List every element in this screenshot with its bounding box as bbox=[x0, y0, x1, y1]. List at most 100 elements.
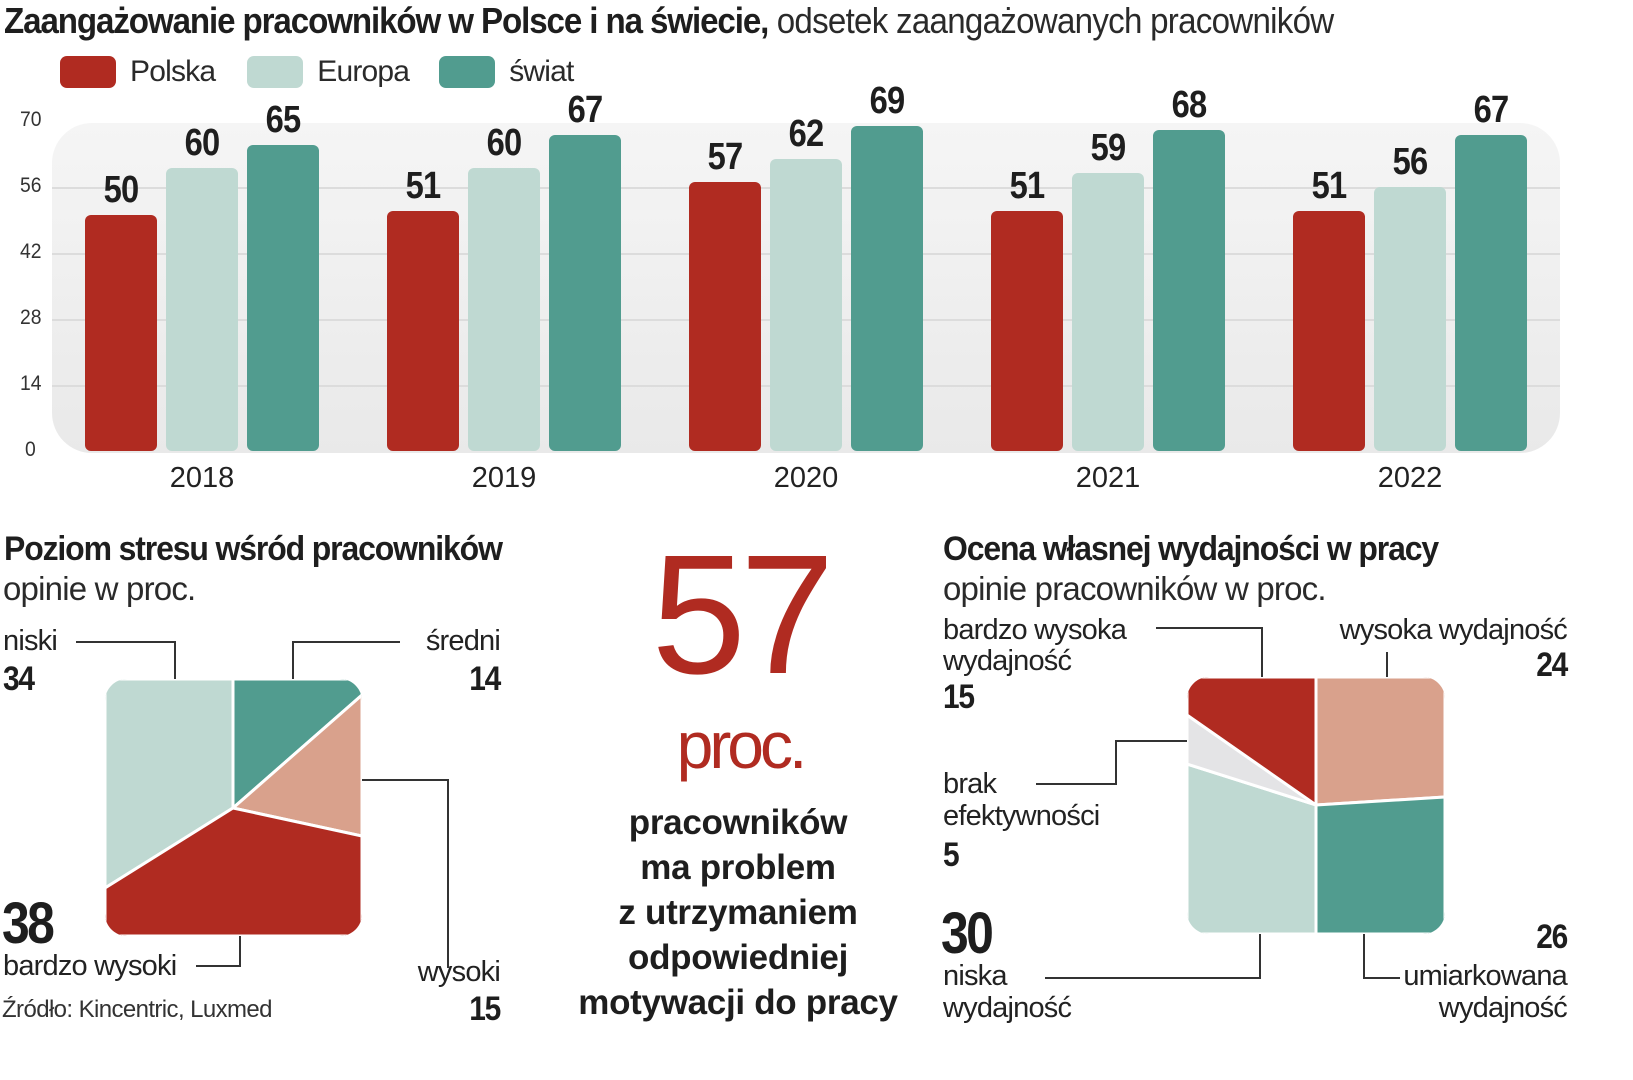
bar-value-label: 59 bbox=[1090, 126, 1127, 169]
bar-chart: 0 14 28 42 56 70 50 60 65 2018 51 60 67 2019 57 62 69 202… bbox=[0, 0, 1633, 520]
perf-label-umiarkowana-2: wydajność bbox=[1438, 992, 1568, 1024]
bar-value-label: 69 bbox=[869, 79, 906, 122]
chart-title-subtitle: odsetek zaangażowanych pracowników bbox=[768, 0, 1335, 41]
bar-polska-2020 bbox=[689, 182, 761, 451]
bar-value-label: 51 bbox=[1311, 164, 1348, 207]
x-tick-label: 2022 bbox=[1377, 462, 1443, 494]
bar-polska-2021 bbox=[991, 210, 1063, 451]
perf-label-brak-1: brak bbox=[943, 768, 997, 800]
bar-value-label: 57 bbox=[707, 136, 744, 179]
perf-label-umiarkowana-1: umiarkowana bbox=[1403, 960, 1567, 992]
perf-value-umiarkowana: 26 bbox=[1536, 918, 1568, 956]
perf-slice-wysoka bbox=[1314, 677, 1445, 807]
highlight-unit: proc. bbox=[676, 708, 808, 782]
y-tick-label: 42 bbox=[20, 240, 42, 263]
perf-value-niska: 30 bbox=[941, 901, 994, 966]
bar-value-label: 62 bbox=[788, 112, 825, 155]
perf-label-wysoka: wysoka wydajność bbox=[1339, 614, 1568, 646]
x-tick-label: 2019 bbox=[471, 462, 537, 494]
perf-value-brak: 5 bbox=[943, 836, 960, 874]
source-note: Źródło: Kincentric, Luxmed bbox=[2, 996, 272, 1023]
perf-label-bardzo-wysoka-2: wydajność bbox=[943, 645, 1072, 677]
stress-subtitle: opinie w proc. bbox=[3, 570, 196, 607]
leader-line-bardzo-wysoki bbox=[196, 936, 241, 967]
y-tick-label: 70 bbox=[20, 108, 42, 131]
stress-label-wysoki: wysoki bbox=[417, 956, 501, 988]
stress-slice-bardzo-wysoki bbox=[105, 806, 362, 936]
bar-swiat-2020 bbox=[851, 125, 923, 451]
x-tick-label: 2018 bbox=[169, 462, 235, 494]
bar-value-label: 67 bbox=[567, 89, 604, 132]
bar-value-label: 65 bbox=[265, 98, 302, 141]
highlight-number: 57 bbox=[651, 520, 834, 710]
bar-swiat-2021 bbox=[1153, 130, 1225, 451]
bar-europa-2022 bbox=[1374, 187, 1446, 451]
perf-slice-bardzo-wysoka bbox=[1187, 677, 1318, 808]
stress-label-niski: niski bbox=[3, 625, 58, 657]
performance-title: Ocena własnej wydajności w pracy bbox=[943, 530, 1439, 568]
bar-value-label: 51 bbox=[405, 164, 442, 207]
stress-value-niski: 34 bbox=[3, 660, 35, 698]
stress-value-sredni: 14 bbox=[469, 660, 501, 698]
bar-value-label: 50 bbox=[103, 169, 140, 212]
x-tick-label: 2021 bbox=[1075, 462, 1141, 494]
legend: Polska Europa świat bbox=[60, 55, 574, 89]
perf-value-wysoka: 24 bbox=[1536, 646, 1568, 684]
bar-value-label: 60 bbox=[486, 122, 523, 165]
perf-label-niska-1: niska bbox=[943, 960, 1007, 992]
legend-item-europa: Europa bbox=[247, 55, 410, 89]
legend-label: świat bbox=[509, 55, 574, 88]
bar-value-label: 56 bbox=[1392, 141, 1429, 183]
legend-swatch-swiat bbox=[439, 56, 496, 88]
bar-value-label: 67 bbox=[1473, 89, 1510, 132]
leader-line-wysoki bbox=[362, 779, 449, 968]
highlight-line: odpowiedniej bbox=[627, 938, 848, 977]
bar-swiat-2019 bbox=[549, 135, 621, 451]
bar-europa-2019 bbox=[468, 168, 540, 451]
leader-line-brak bbox=[1036, 740, 1187, 785]
leader-line-umiarkowana bbox=[1363, 934, 1400, 979]
leader-line-sredni bbox=[292, 641, 400, 679]
bar-value-label: 68 bbox=[1171, 84, 1208, 127]
legend-item-swiat: świat bbox=[439, 55, 574, 89]
highlight-line: motywacji do pracy bbox=[578, 983, 898, 1022]
legend-swatch-europa bbox=[247, 56, 304, 88]
bar-europa-2018 bbox=[166, 168, 238, 451]
perf-label-niska-2: wydajność bbox=[943, 992, 1072, 1024]
y-tick-label: 28 bbox=[20, 306, 42, 329]
highlight-line: ma problem bbox=[640, 848, 836, 887]
bar-europa-2020 bbox=[770, 158, 842, 451]
leader-line-niska bbox=[1045, 934, 1261, 979]
bar-value-label: 51 bbox=[1009, 164, 1046, 207]
performance-subtitle: opinie pracowników w proc. bbox=[943, 570, 1327, 607]
performance-pie bbox=[1187, 677, 1445, 934]
x-tick-label: 2020 bbox=[773, 462, 839, 494]
perf-value-bardzo-wysoka: 15 bbox=[943, 678, 975, 716]
bar-swiat-2018 bbox=[247, 144, 319, 451]
bar-value-label: 60 bbox=[184, 122, 221, 165]
legend-item-polska: Polska bbox=[60, 55, 216, 89]
legend-swatch-polska bbox=[60, 56, 116, 88]
bar-swiat-2022 bbox=[1455, 135, 1527, 451]
y-tick-label: 56 bbox=[20, 174, 42, 197]
bar-polska-2019 bbox=[387, 210, 459, 451]
stress-pie bbox=[105, 679, 362, 936]
perf-slice-umiarkowana bbox=[1314, 795, 1445, 934]
stress-title: Poziom stresu wśród pracowników bbox=[4, 530, 503, 568]
highlight-line: pracowników bbox=[628, 803, 848, 842]
leader-line-niski bbox=[76, 641, 176, 679]
perf-label-bardzo-wysoka-1: bardzo wysoka bbox=[943, 614, 1127, 646]
leader-line-bardzo-wysoka bbox=[1156, 627, 1263, 677]
stress-value-wysoki: 15 bbox=[469, 990, 501, 1028]
stress-label-sredni: średni bbox=[425, 625, 501, 657]
highlight-description: pracowników ma problem z utrzymaniem odp… bbox=[568, 800, 908, 1025]
legend-label: Europa bbox=[317, 55, 410, 88]
bar-polska-2018 bbox=[85, 215, 157, 451]
chart-title: Zaangażowanie pracowników w Polsce i na … bbox=[4, 0, 1335, 42]
bar-europa-2021 bbox=[1072, 172, 1144, 451]
stress-label-bardzo-wysoki: bardzo wysoki bbox=[3, 950, 177, 982]
bar-polska-2022 bbox=[1293, 210, 1365, 451]
highlight-block: 57 proc. bbox=[600, 530, 880, 778]
y-tick-label: 0 bbox=[25, 438, 36, 461]
